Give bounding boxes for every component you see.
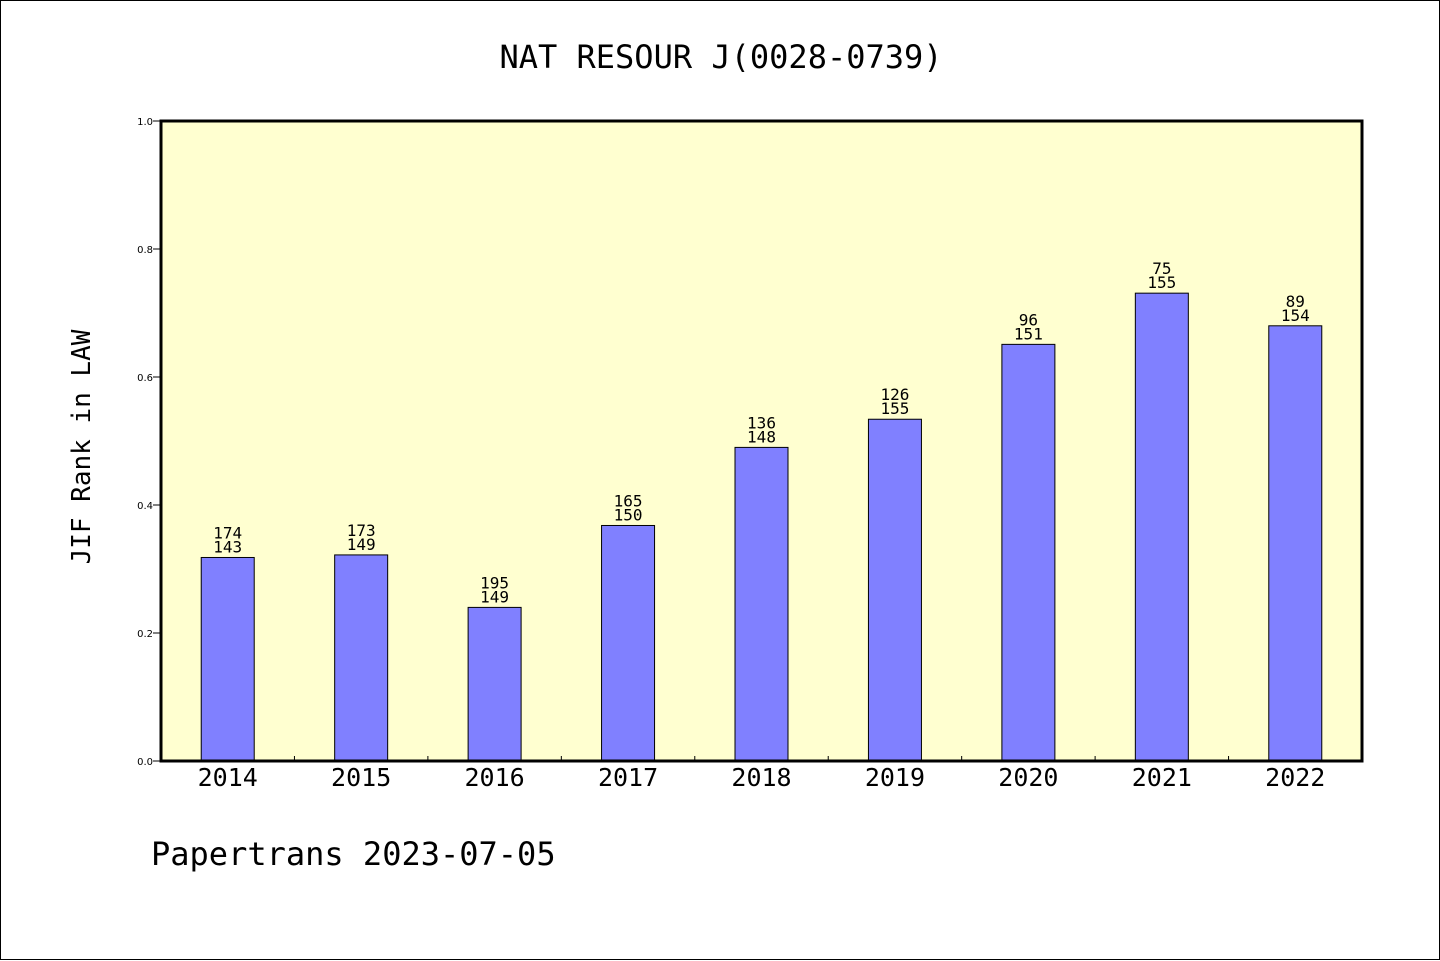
bar-total-label: 155 xyxy=(880,399,909,418)
x-tick-label: 2018 xyxy=(731,763,791,792)
bar-total-label: 150 xyxy=(614,505,643,524)
bar-total-label: 149 xyxy=(480,587,509,606)
bar-total-label: 154 xyxy=(1281,306,1310,325)
bar-rank-label: 174 xyxy=(213,523,242,542)
bar-rank-label: 195 xyxy=(480,573,509,592)
x-tick-label: 2022 xyxy=(1265,763,1325,792)
bar-2018 xyxy=(734,446,789,762)
y-axis-label: JIF Rank in LAW xyxy=(67,329,97,564)
x-tick-label: 2015 xyxy=(331,763,391,792)
bar-rank-label: 96 xyxy=(1019,310,1038,329)
bar-rank-label: 173 xyxy=(347,521,376,540)
y-tick-label: 1.0 xyxy=(137,117,153,128)
x-tick-label: 2016 xyxy=(465,763,525,792)
bar-total-label: 148 xyxy=(747,427,776,446)
bar-rank-label: 165 xyxy=(614,491,643,510)
bar-total-label: 149 xyxy=(347,535,376,554)
bar-total-label: 155 xyxy=(1147,273,1176,292)
bar-total-label: 151 xyxy=(1014,324,1043,343)
bar-2016 xyxy=(467,606,522,762)
y-tick-label: 0.6 xyxy=(137,373,153,384)
bar-2020 xyxy=(1001,343,1056,762)
axis-ticks: 0.0 0.2 0.4 0.6 0.8 1.0 2014 2015 2016 2017 2018 20… xyxy=(137,117,1325,792)
plot-frame xyxy=(159,119,1364,763)
bar-labels: 1741431731491951491651501361481261559615… xyxy=(213,259,1309,606)
x-tick-label: 2014 xyxy=(198,763,258,792)
bar-rank-label: 75 xyxy=(1152,259,1171,278)
bars xyxy=(200,292,1323,762)
bar-rank-label: 126 xyxy=(880,385,909,404)
x-tick-label: 2021 xyxy=(1132,763,1192,792)
bar-rank-label: 136 xyxy=(747,413,776,432)
y-tick-label: 0.4 xyxy=(137,501,153,512)
x-tick-label: 2020 xyxy=(998,763,1058,792)
bar-2022 xyxy=(1268,325,1323,762)
footer-credit: Papertrans 2023-07-05 xyxy=(151,835,556,873)
y-tick-label: 0.0 xyxy=(137,757,153,768)
bar-2019 xyxy=(867,418,922,762)
bar-2017 xyxy=(601,524,656,762)
y-tick-label: 0.8 xyxy=(137,245,153,256)
y-tick-label: 0.2 xyxy=(137,629,153,640)
bar-2015 xyxy=(334,554,389,762)
bar-total-label: 143 xyxy=(213,537,242,556)
bar-rank-label: 89 xyxy=(1286,292,1305,311)
bar-2021 xyxy=(1134,292,1189,762)
chart-title: NAT RESOUR J(0028-0739) xyxy=(499,38,942,76)
x-tick-label: 2019 xyxy=(865,763,925,792)
bar-2014 xyxy=(200,556,255,762)
x-tick-label: 2017 xyxy=(598,763,658,792)
